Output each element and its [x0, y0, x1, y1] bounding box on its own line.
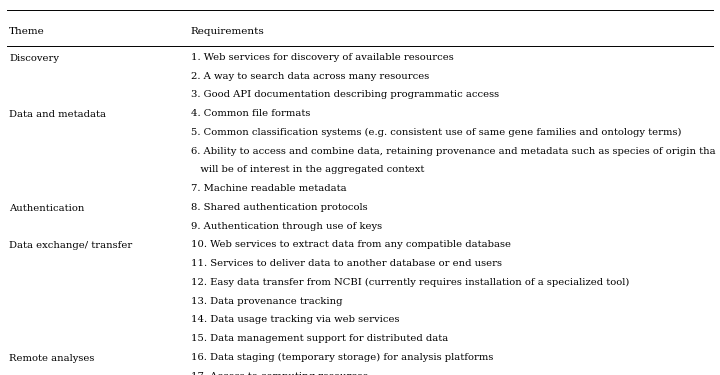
Text: Requirements: Requirements — [191, 27, 264, 36]
Text: 12. Easy data transfer from NCBI (currently requires installation of a specializ: 12. Easy data transfer from NCBI (curren… — [191, 278, 629, 287]
Text: 11. Services to deliver data to another database or end users: 11. Services to deliver data to another … — [191, 259, 502, 268]
Text: 14. Data usage tracking via web services: 14. Data usage tracking via web services — [191, 315, 400, 324]
Text: Discovery: Discovery — [9, 54, 59, 63]
Text: 6. Ability to access and combine data, retaining provenance and metadata such as: 6. Ability to access and combine data, r… — [191, 147, 716, 156]
Text: 1. Web services for discovery of available resources: 1. Web services for discovery of availab… — [191, 53, 454, 62]
Text: Theme: Theme — [9, 27, 45, 36]
Text: will be of interest in the aggregated context: will be of interest in the aggregated co… — [191, 165, 424, 174]
Text: 8. Shared authentication protocols: 8. Shared authentication protocols — [191, 203, 367, 212]
Text: 4. Common file formats: 4. Common file formats — [191, 109, 310, 118]
Text: 10. Web services to extract data from any compatible database: 10. Web services to extract data from an… — [191, 240, 510, 249]
Text: 5. Common classification systems (e.g. consistent use of same gene families and : 5. Common classification systems (e.g. c… — [191, 128, 681, 137]
Text: 9. Authentication through use of keys: 9. Authentication through use of keys — [191, 222, 382, 231]
Text: Data exchange/ transfer: Data exchange/ transfer — [9, 241, 132, 250]
Text: 3. Good API documentation describing programmatic access: 3. Good API documentation describing pro… — [191, 90, 499, 99]
Text: Authentication: Authentication — [9, 204, 85, 213]
Text: 13. Data provenance tracking: 13. Data provenance tracking — [191, 297, 342, 306]
Text: 2. A way to search data across many resources: 2. A way to search data across many reso… — [191, 72, 429, 81]
Text: 16. Data staging (temporary storage) for analysis platforms: 16. Data staging (temporary storage) for… — [191, 353, 493, 362]
Text: 7. Machine readable metadata: 7. Machine readable metadata — [191, 184, 346, 193]
Text: Data and metadata: Data and metadata — [9, 110, 107, 119]
Text: Remote analyses: Remote analyses — [9, 354, 95, 363]
Text: 17. Access to computing resources: 17. Access to computing resources — [191, 372, 368, 375]
Text: 15. Data management support for distributed data: 15. Data management support for distribu… — [191, 334, 448, 343]
